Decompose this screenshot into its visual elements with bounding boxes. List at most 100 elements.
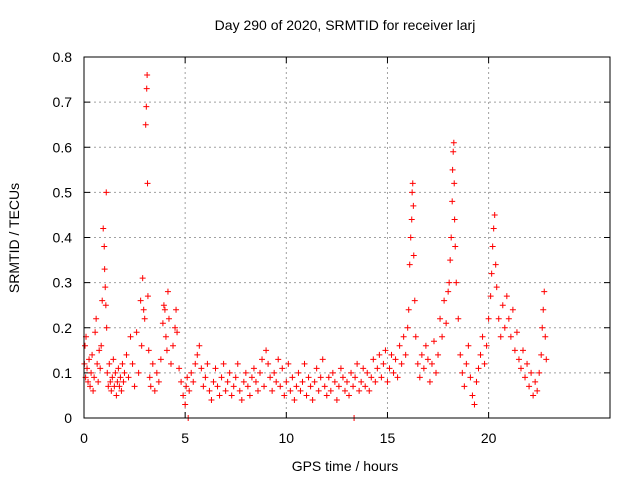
data-point	[526, 383, 533, 390]
data-point	[341, 387, 348, 394]
data-point	[271, 369, 278, 376]
data-point	[283, 378, 290, 385]
data-point	[173, 306, 180, 313]
data-point	[138, 342, 145, 349]
data-point	[311, 378, 318, 385]
data-point	[491, 211, 498, 218]
data-point	[265, 360, 272, 367]
data-point	[437, 315, 444, 322]
data-point	[153, 369, 160, 376]
data-point	[102, 284, 109, 291]
y-tick-label: 0.6	[53, 139, 73, 155]
data-point	[281, 392, 288, 399]
x-tick-label: 15	[380, 430, 396, 446]
data-point	[450, 139, 457, 146]
data-point	[323, 392, 330, 399]
data-point	[543, 356, 550, 363]
data-point	[520, 347, 527, 354]
data-point	[254, 387, 261, 394]
data-point	[410, 202, 417, 209]
data-point	[161, 306, 168, 313]
data-point	[116, 383, 123, 390]
data-point	[167, 360, 174, 367]
data-point	[174, 329, 181, 336]
data-point	[475, 365, 482, 372]
data-point	[125, 374, 132, 381]
data-point	[206, 387, 213, 394]
y-tick-label: 0	[64, 410, 72, 426]
data-point	[112, 369, 119, 376]
data-point	[269, 387, 276, 394]
data-point	[348, 369, 355, 376]
data-point	[216, 392, 223, 399]
data-point	[452, 243, 459, 250]
data-point	[92, 329, 99, 336]
data-point	[208, 396, 215, 403]
data-point	[120, 378, 127, 385]
y-tick-label: 0.7	[53, 94, 73, 110]
data-point	[416, 374, 423, 381]
data-point	[485, 315, 492, 322]
data-point	[194, 351, 201, 358]
data-point	[91, 374, 98, 381]
data-point	[94, 360, 101, 367]
data-point	[137, 297, 144, 304]
data-point	[407, 234, 414, 241]
data-point	[143, 103, 150, 110]
data-point	[492, 261, 499, 268]
data-point	[263, 347, 270, 354]
data-point	[96, 347, 103, 354]
data-point	[89, 351, 96, 358]
data-point	[106, 360, 113, 367]
data-point	[293, 383, 300, 390]
data-point	[370, 356, 377, 363]
data-point	[539, 324, 546, 331]
data-point	[455, 315, 462, 322]
data-point	[483, 342, 490, 349]
data-point	[487, 293, 494, 300]
data-point	[165, 315, 172, 322]
x-axis-title: GPS time / hours	[292, 458, 399, 474]
data-point	[453, 279, 460, 286]
data-point	[333, 396, 340, 403]
data-point	[522, 374, 529, 381]
data-point	[99, 297, 106, 304]
data-point	[530, 392, 537, 399]
data-point	[98, 342, 105, 349]
data-point	[183, 383, 190, 390]
data-point	[449, 166, 456, 173]
data-point	[85, 378, 92, 385]
data-point	[378, 374, 385, 381]
data-point	[101, 243, 108, 250]
data-point	[469, 392, 476, 399]
data-point	[433, 369, 440, 376]
data-point	[257, 369, 264, 376]
data-point	[477, 351, 484, 358]
data-point	[507, 333, 514, 340]
data-point	[329, 369, 336, 376]
data-point	[261, 383, 268, 390]
data-point	[534, 387, 541, 394]
data-point	[100, 225, 107, 232]
data-point	[366, 387, 373, 394]
data-point	[307, 383, 314, 390]
data-point	[471, 401, 478, 408]
data-point	[542, 333, 549, 340]
grid	[84, 57, 610, 418]
data-point	[479, 333, 486, 340]
data-point	[488, 270, 495, 277]
y-tick-label: 0.1	[53, 365, 73, 381]
data-point	[447, 257, 454, 264]
data-point	[232, 374, 239, 381]
data-point	[309, 396, 316, 403]
data-point	[396, 342, 403, 349]
data-point	[388, 351, 395, 358]
data-point	[418, 351, 425, 358]
data-point	[159, 320, 166, 327]
y-tick-label: 0.5	[53, 184, 73, 200]
data-point	[186, 387, 193, 394]
data-point	[295, 369, 302, 376]
data-point	[538, 351, 545, 358]
data-point	[289, 374, 296, 381]
